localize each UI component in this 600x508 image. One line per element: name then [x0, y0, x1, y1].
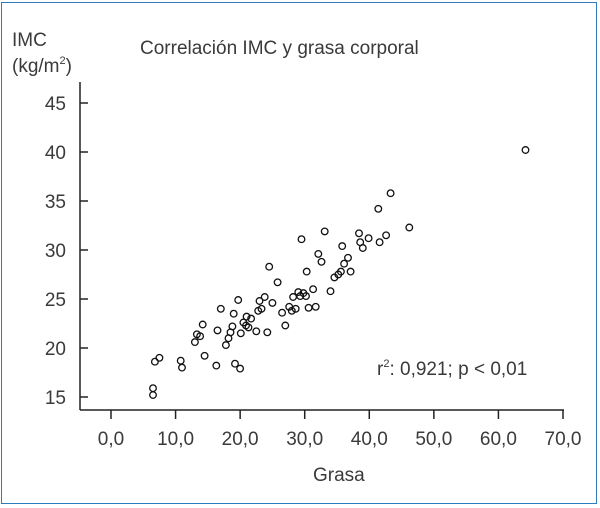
data-point — [244, 323, 253, 332]
chart-title: Correlación IMC y grasa corporal — [140, 38, 419, 59]
data-point — [196, 332, 205, 341]
x-axis-label: Grasa — [313, 465, 365, 486]
data-point — [317, 257, 326, 266]
data-point — [278, 308, 287, 317]
data-point — [338, 242, 347, 251]
data-point — [229, 309, 238, 318]
data-point — [260, 293, 269, 301]
x-tick-label: 60,0 — [480, 429, 517, 450]
data-point — [228, 322, 237, 331]
x-tick-label: 20,0 — [222, 429, 259, 450]
data-point — [386, 189, 395, 198]
data-point — [176, 356, 185, 365]
y-axis-label-line1: IMC — [12, 30, 47, 51]
data-point — [231, 359, 239, 368]
data-point — [263, 328, 272, 337]
correlation-annotation: r2: 0,921; p < 0,01 — [377, 358, 527, 380]
data-point — [198, 320, 207, 329]
x-tick-label: 50,0 — [415, 429, 452, 450]
data-point — [257, 304, 266, 313]
data-point — [340, 259, 349, 268]
data-point — [178, 363, 186, 372]
data-point — [155, 353, 164, 362]
data-point — [355, 229, 363, 238]
y-tick-label: 25 — [45, 290, 66, 311]
data-point — [247, 314, 256, 323]
data-point — [302, 292, 310, 301]
x-tick-label: 30,0 — [286, 429, 323, 450]
data-point — [521, 146, 530, 154]
data-point — [236, 364, 245, 373]
data-point — [336, 267, 345, 276]
data-point — [346, 267, 355, 276]
data-point — [358, 244, 367, 252]
data-point — [236, 329, 245, 338]
y-tick-label: 40 — [45, 143, 66, 164]
data-point — [311, 302, 320, 311]
data-point — [281, 321, 290, 330]
data-point — [234, 296, 243, 304]
data-point — [287, 306, 296, 315]
data-point — [268, 298, 277, 307]
data-point — [242, 312, 251, 321]
data-point — [374, 204, 383, 213]
y-tick-label: 45 — [45, 94, 66, 115]
x-tick-label: 40,0 — [351, 429, 388, 450]
y-tick-label: 35 — [45, 192, 66, 213]
data-point — [149, 391, 157, 399]
data-point — [382, 231, 391, 240]
data-point — [255, 297, 264, 305]
data-point — [273, 278, 282, 287]
data-point — [302, 267, 311, 276]
data-point — [304, 303, 313, 312]
data-point — [344, 253, 352, 262]
data-point — [314, 249, 323, 258]
data-point — [405, 223, 414, 232]
x-tick-label: 10,0 — [157, 429, 194, 450]
y-axis-label-line2: (kg/m2) — [12, 55, 72, 77]
data-point — [294, 288, 303, 297]
data-point — [213, 326, 222, 335]
y-ticks: 15 20 25 30 35 40 45 — [45, 94, 88, 409]
data-point — [326, 287, 335, 296]
y-tick-label: 20 — [45, 339, 66, 360]
data-point — [200, 351, 209, 360]
data-point — [291, 304, 300, 313]
data-point — [265, 262, 274, 271]
data-point — [309, 285, 318, 294]
data-point — [252, 327, 261, 336]
data-point — [150, 357, 159, 366]
data-point — [149, 384, 157, 393]
data-points — [149, 146, 530, 399]
data-point — [297, 235, 306, 244]
data-point — [320, 227, 329, 236]
data-point — [221, 341, 230, 350]
data-point — [216, 304, 225, 313]
x-ticks: 0,0 10,0 20,0 30,0 40,0 50,0 60,0 70,0 — [98, 410, 582, 450]
x-tick-label: 70,0 — [545, 429, 582, 450]
y-tick-label: 30 — [45, 241, 66, 262]
data-point — [375, 238, 384, 247]
data-point — [364, 234, 373, 243]
x-tick-label: 0,0 — [98, 429, 124, 450]
data-point — [212, 361, 221, 370]
data-point — [190, 338, 199, 347]
y-tick-label: 15 — [45, 388, 66, 409]
